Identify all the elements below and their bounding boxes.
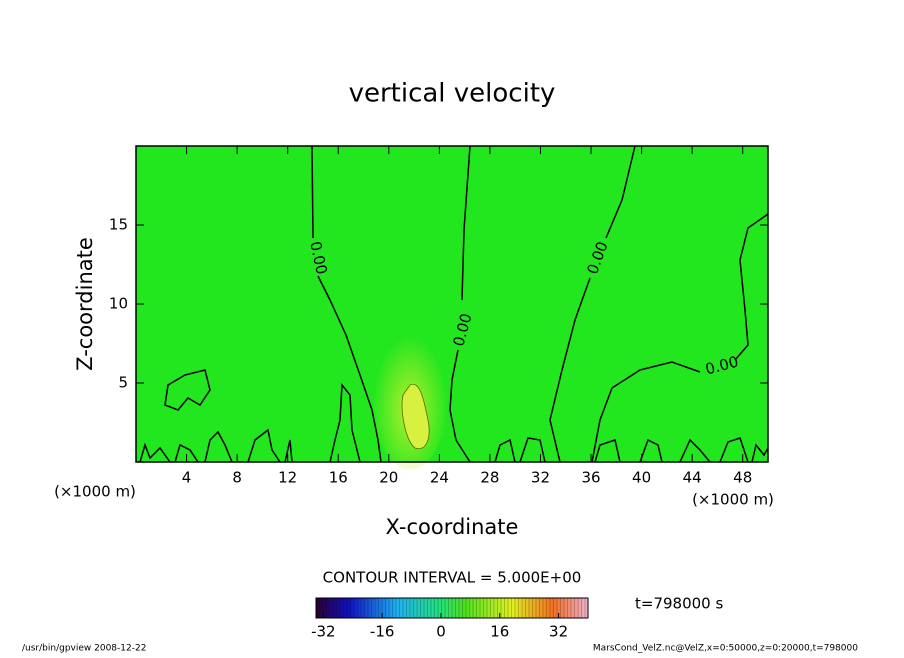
y-tick-label: 10	[109, 295, 128, 313]
x-tick-label: 16	[329, 469, 348, 487]
contour-line	[311, 145, 382, 463]
colorbar	[315, 597, 589, 619]
colorbar-tick-label: -32	[311, 623, 336, 641]
contour-line	[549, 145, 636, 463]
x-tick-label: 4	[182, 469, 192, 487]
colorbar-tick-label: -16	[370, 623, 395, 641]
y-axis-label: Z-coordinate	[73, 237, 97, 371]
contour-line	[494, 437, 769, 463]
contour-line	[139, 383, 361, 463]
x-tick-label: 40	[632, 469, 651, 487]
x-tick-label: 36	[581, 469, 600, 487]
chart-title: vertical velocity	[349, 79, 556, 109]
x-tick-label: 12	[278, 469, 297, 487]
colorbar-tick-label: 0	[436, 623, 446, 641]
contour-line	[164, 369, 211, 411]
contour-line	[449, 145, 471, 463]
x-unit-label: (×1000 m)	[54, 483, 136, 501]
x-tick-label: 48	[733, 469, 752, 487]
y-tick-label: 15	[109, 216, 128, 234]
contour-line	[591, 213, 769, 463]
footer-left: /usr/bin/gpview 2008-12-22	[22, 644, 146, 654]
x-tick-label: 28	[480, 469, 499, 487]
footer-right: MarsCond_VelZ.nc@VelZ,x=0:50000,z=0:2000…	[593, 644, 858, 654]
x-tick-label: 8	[232, 469, 242, 487]
y-tick-label: 5	[118, 374, 128, 392]
x-tick-label: 24	[430, 469, 449, 487]
warm-blob	[401, 383, 430, 450]
x-axis-label: X-coordinate	[386, 515, 519, 539]
field	[136, 146, 768, 462]
x-unit-label: (×1000 m)	[692, 491, 774, 509]
time-label: t=798000 s	[635, 595, 723, 613]
contour-interval: CONTOUR INTERVAL = 5.000E+00	[323, 569, 582, 587]
x-tick-label: 20	[379, 469, 398, 487]
x-tick-label: 44	[683, 469, 702, 487]
colorbar-tick-label: 32	[549, 623, 568, 641]
colorbar-tick-label: 16	[490, 623, 509, 641]
x-tick-label: 32	[531, 469, 550, 487]
